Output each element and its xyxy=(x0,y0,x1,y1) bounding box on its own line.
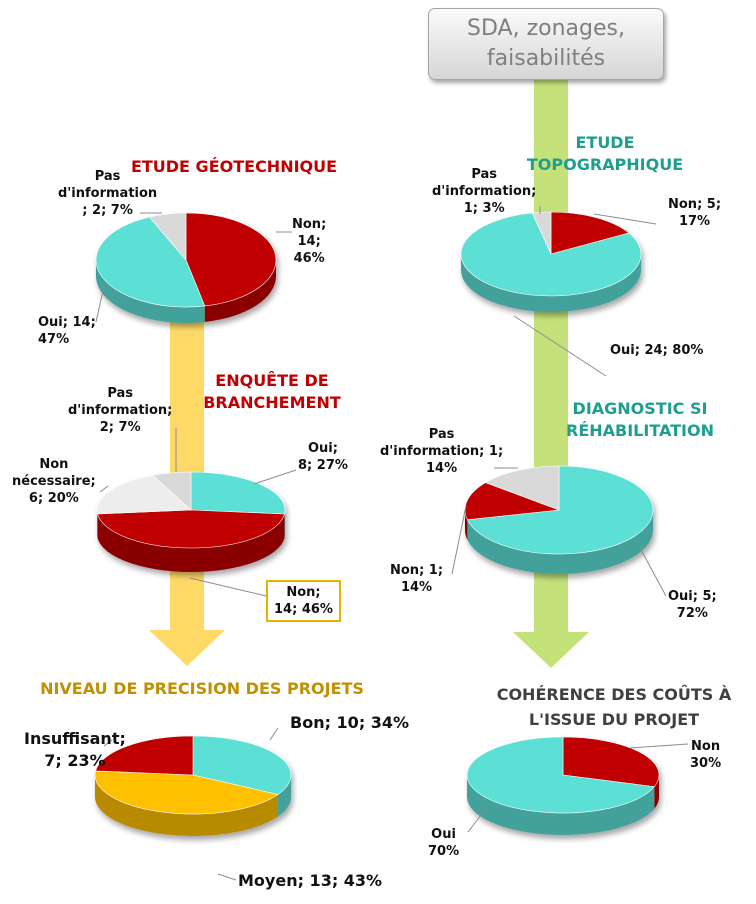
label-diag-non: Non; 1; 14% xyxy=(390,563,444,595)
label-topo-non: Non; 5; 17% xyxy=(668,197,722,229)
leader-line-13 xyxy=(269,727,279,741)
label-topo-oui: Oui; 24; 80% xyxy=(610,343,704,358)
pie-4-slice-bon xyxy=(192,735,292,795)
label-diag-oui: Oui; 5; 72% xyxy=(668,589,717,621)
leader-line-15 xyxy=(103,739,113,747)
pie-2-side-2 xyxy=(97,510,98,538)
leader-lines xyxy=(95,206,689,881)
flow-arrows xyxy=(149,78,589,668)
pie-5-side-0 xyxy=(654,775,659,809)
pie-5-slice-oui xyxy=(466,736,655,814)
pie-2-side-1 xyxy=(97,513,285,572)
pie-5-side-1 xyxy=(467,775,655,836)
pie-3-slice-pas-d-information xyxy=(484,465,560,511)
label-niveau-moyen: Moyen; 13; 43% xyxy=(238,871,383,890)
pie-1-slice-pas-d-information xyxy=(531,211,552,255)
pie-0-slice-non xyxy=(185,212,277,307)
leader-line-3 xyxy=(593,213,657,225)
title-diagnostic-rehabilitation: DIAGNOSTIC SI RÉHABILITATION xyxy=(566,399,714,440)
label-cout-oui: Oui 70% xyxy=(428,827,460,859)
pie-0-side-0 xyxy=(204,260,276,322)
pie-2-side-0 xyxy=(284,510,285,538)
title-enquete-branchement: ENQUÊTE DE BRANCHEMENT xyxy=(203,371,341,412)
label-geo-oui: Oui; 14; 47% xyxy=(38,315,96,347)
pie-2-slice-non xyxy=(97,509,285,549)
label-niveau-insuffisant: Insuffisant; 7; 23% xyxy=(24,729,126,770)
label-diag-pas-info: Pas d'information; 1; 14% xyxy=(380,427,504,476)
pie-2 xyxy=(96,471,286,572)
leader-line-7 xyxy=(189,577,267,597)
pie-0-slice-pas-d-information xyxy=(148,212,187,261)
leader-line-4 xyxy=(513,315,607,377)
title-niveau-precision: NIVEAU DE PRECISION DES PROJETS xyxy=(40,679,364,698)
pie-1-slice-non xyxy=(550,211,630,255)
pie-3-slice-non xyxy=(464,482,560,521)
right-arrow-head xyxy=(513,632,589,668)
label-niveau-bon: Bon; 10; 34% xyxy=(290,713,410,732)
label-enq-non-necessaire: Non nécessaire; 6; 20% xyxy=(12,457,96,506)
leader-line-14 xyxy=(217,873,237,881)
pie-4 xyxy=(94,735,292,836)
leader-line-6 xyxy=(253,469,297,485)
label-cout-non: Non 30% xyxy=(690,739,722,771)
sda-header-box: SDA, zonages, faisabilités xyxy=(428,8,664,80)
leader-line-16 xyxy=(629,743,689,749)
pie-4-slice-moyen xyxy=(94,770,279,815)
leader-line-10 xyxy=(639,547,667,597)
pie-0-slice-oui xyxy=(95,216,206,308)
pie-2-slice-pas-d-information xyxy=(152,471,192,511)
pie-3-side-1 xyxy=(465,510,468,540)
left-arrow-head xyxy=(149,630,225,666)
pie-4-side-1 xyxy=(95,775,278,836)
pie-1 xyxy=(460,211,642,312)
leader-line-2 xyxy=(95,285,105,323)
pie-3 xyxy=(464,465,654,574)
pie-1-side-1 xyxy=(461,254,641,312)
title-etude-geotechnique: ETUDE GÉOTECHNIQUE xyxy=(130,157,338,176)
pie-0-side-1 xyxy=(96,260,205,323)
pie-5 xyxy=(466,736,660,836)
label-enq-pas-info: Pas d'information; 2; 7% xyxy=(68,386,173,435)
title-coherence-couts: COHÉRENCE DES COÛTS À L'ISSUE DU PROJET xyxy=(496,685,732,729)
label-topo-pas-info: Pas d'information; 1; 3% xyxy=(432,167,537,216)
pie-2-slice-non-n-cessaire xyxy=(96,474,192,515)
sda-header-label: SDA, zonages, faisabilités xyxy=(467,16,625,71)
label-enq-non: Non; 14; 46% xyxy=(266,580,341,622)
pie-charts xyxy=(94,211,660,836)
title-etude-topographique: ETUDE TOPOGRAPHIQUE xyxy=(526,133,684,174)
pie-2-slice-oui xyxy=(190,471,286,515)
label-enq-oui: Oui; 8; 27% xyxy=(298,441,348,473)
label-geo-non: Non; 14; 46% xyxy=(292,217,327,266)
pie-1-slice-oui xyxy=(460,212,642,297)
pie-5-slice-non xyxy=(562,736,660,788)
leader-line-17 xyxy=(467,805,489,833)
pie-3-side-0 xyxy=(467,510,653,574)
leader-line-11 xyxy=(451,505,467,575)
pie-4-slice-insuffisant xyxy=(95,735,194,776)
pie-3-slice-oui xyxy=(466,465,654,555)
leader-line-8 xyxy=(99,485,109,493)
label-geo-pas-info: Pas d'information ; 2; 7% xyxy=(58,169,158,218)
pie-0 xyxy=(95,212,277,323)
